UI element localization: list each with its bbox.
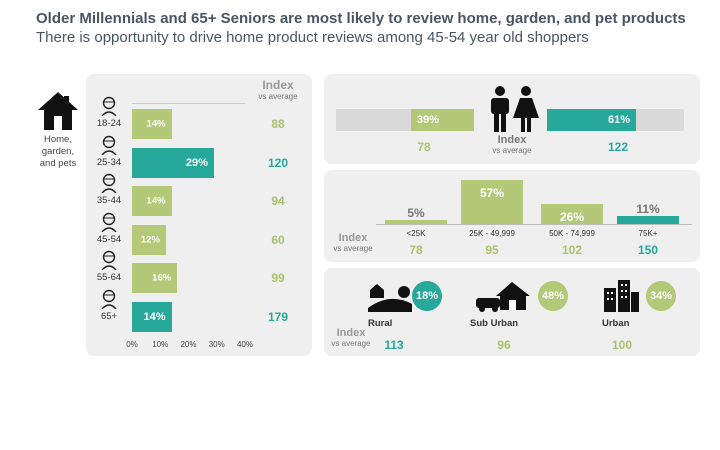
- age-tick-label: 10%: [152, 340, 169, 349]
- area-index-header: Index vs average: [326, 327, 376, 348]
- age-index-value: 60: [271, 232, 285, 247]
- gender-index-female: 122: [607, 140, 629, 154]
- age-value-label: 14%: [143, 310, 166, 323]
- age-tick-label: 0%: [126, 340, 138, 349]
- person-icon: [101, 250, 117, 270]
- income-bar: [385, 220, 447, 224]
- age-tick-label: 30%: [208, 340, 225, 349]
- rural-icon: [368, 284, 412, 312]
- age-value-label: 12%: [140, 234, 160, 245]
- person-icon: [101, 212, 117, 232]
- age-category-label: 55-64: [96, 272, 122, 283]
- age-bar: 14%: [132, 186, 172, 216]
- age-category-label: 45-54: [96, 233, 122, 245]
- age-category-label: 35-44: [96, 195, 122, 206]
- income-category-label: 75K+: [638, 229, 658, 238]
- category-label: Home, garden, and pets: [39, 134, 77, 169]
- age-bar: 12%: [132, 224, 166, 255]
- area-index-sublabel: vs average: [331, 339, 371, 348]
- age-value-label: 14%: [146, 195, 166, 207]
- gender-index-header: Index vs average: [484, 134, 540, 155]
- urban-icon: [604, 280, 639, 312]
- area-index-value: 113: [384, 338, 404, 352]
- income-index-value: 150: [637, 243, 659, 257]
- gender-value-female: 61%: [607, 114, 630, 126]
- gender-index-sublabel: vs average: [492, 146, 532, 155]
- age-bar: 29%: [132, 147, 214, 178]
- page-title: Older Millennials and 65+ Seniors are mo…: [36, 10, 686, 27]
- area-index-value: 96: [497, 338, 511, 352]
- income-index-label: Index: [338, 232, 368, 244]
- income-index-value: 95: [485, 243, 499, 257]
- page-subtitle: There is opportunity to drive home produ…: [36, 29, 589, 46]
- income-bar: [541, 203, 603, 224]
- suburban-icon: [476, 282, 530, 312]
- income-index-sublabel: vs average: [333, 244, 373, 253]
- income-value-label: 11%: [636, 201, 660, 216]
- age-bar: 16%: [132, 263, 178, 293]
- age-index-value: 99: [271, 271, 285, 285]
- female-icon: [513, 86, 539, 132]
- age-panel: [86, 74, 312, 356]
- age-index-value: 88: [271, 117, 285, 131]
- area-index-value: 100: [611, 338, 633, 352]
- person-icon: [101, 289, 117, 309]
- area-category-label: Urban: [602, 318, 630, 329]
- income-index-value: 78: [409, 243, 423, 257]
- person-icon: [101, 135, 117, 155]
- male-icon: [491, 86, 509, 132]
- income-category-label: 50K - 74,999: [549, 229, 595, 238]
- index-sublabel: vs average: [258, 92, 298, 101]
- gender-bar-male: 39%: [411, 109, 474, 131]
- income-value-label: 5%: [407, 206, 425, 220]
- area-value-circle: 48%: [538, 281, 568, 311]
- area-value-circle: 18%: [412, 281, 442, 311]
- age-index-value: 179: [267, 309, 289, 324]
- area-category-label: Sub Urban: [470, 318, 519, 329]
- income-category-label: 25K - 49,999: [469, 229, 515, 238]
- income-index-header: Index vs average: [330, 232, 376, 253]
- age-index-value: 94: [271, 194, 285, 208]
- age-value-label: 16%: [152, 272, 172, 284]
- income-bar: [617, 215, 679, 224]
- income-category-label: <25K: [406, 229, 426, 238]
- income-bar: [461, 180, 523, 224]
- age-baseline: [132, 103, 245, 104]
- age-bar: 14%: [132, 109, 172, 139]
- area-category-label: Rural: [368, 318, 393, 329]
- age-index-value: 120: [267, 155, 289, 170]
- home-icon: [38, 92, 78, 130]
- gender-index-label: Index: [497, 134, 527, 146]
- age-value-label: 29%: [185, 156, 208, 169]
- age-category-label: 18-24: [96, 118, 122, 129]
- area-value-circle: 34%: [646, 281, 676, 311]
- income-baseline: [376, 224, 692, 225]
- income-value-label: 57%: [479, 186, 505, 200]
- age-category-label: 25-34: [96, 156, 122, 168]
- income-value-label: 26%: [559, 209, 585, 224]
- gender-index-male: 78: [417, 140, 431, 154]
- gender-value-male: 39%: [417, 114, 440, 126]
- age-tick-label: 40%: [236, 340, 253, 349]
- income-index-value: 102: [561, 243, 583, 257]
- area-index-label: Index: [336, 327, 366, 339]
- person-icon: [101, 96, 117, 116]
- index-label: Index: [262, 78, 294, 92]
- age-tick-label: 20%: [180, 340, 197, 349]
- age-index-header: Index vs average: [256, 78, 300, 101]
- gender-bar-female: 61%: [547, 109, 636, 131]
- person-icon: [101, 173, 117, 193]
- age-value-label: 14%: [146, 118, 166, 130]
- age-category-label: 65+: [100, 310, 118, 322]
- age-bar: 14%: [132, 301, 172, 332]
